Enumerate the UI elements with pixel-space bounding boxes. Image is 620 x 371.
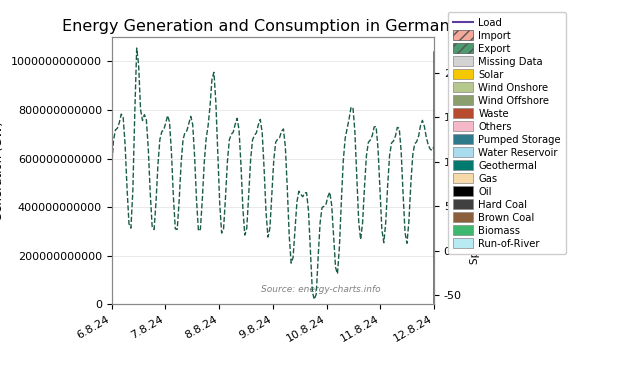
Text: Source: energy-charts.info: Source: energy-charts.info: [262, 285, 381, 293]
Y-axis label: Generation (GW): Generation (GW): [0, 121, 6, 221]
Legend: Load, Import, Export, Missing Data, Solar, Wind Onshore, Wind Offshore, Waste, O: Load, Import, Export, Missing Data, Sola…: [448, 12, 566, 254]
Text: Energy Generation and Consumption in Germany: Energy Generation and Consumption in Ger…: [62, 19, 459, 33]
Y-axis label: Spot Market DE-LU Price (EUR/MWh): Spot Market DE-LU Price (EUR/MWh): [471, 77, 480, 265]
